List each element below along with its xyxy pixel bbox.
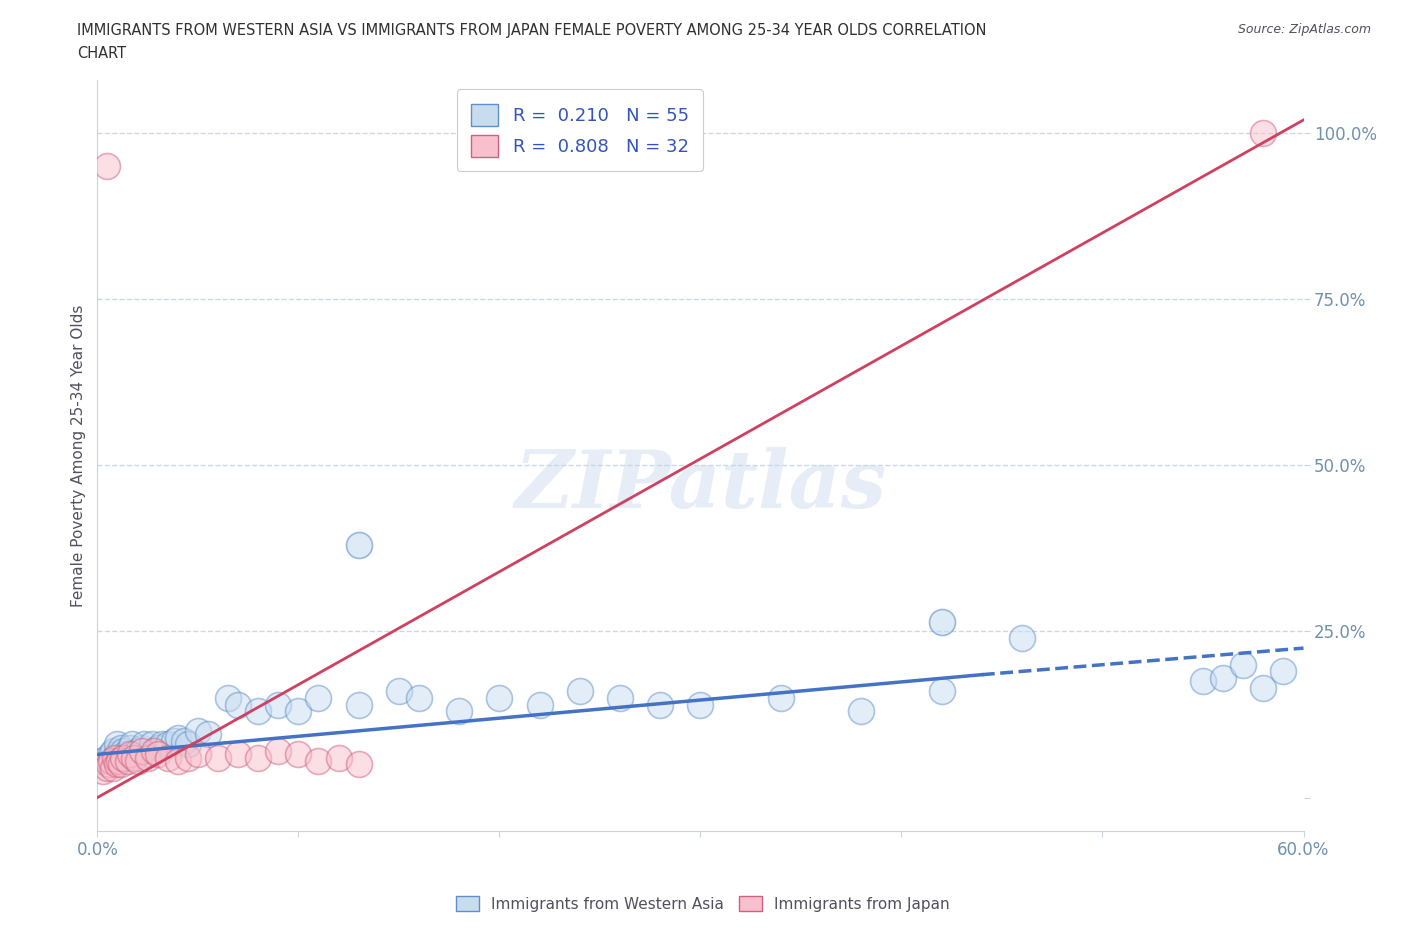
Point (146, 740, 169, 755)
Point (96, 159, 118, 174)
Point (1011, 631, 1033, 645)
Point (131, 740, 153, 755)
Point (1272, 664, 1295, 679)
Point (131, 744, 153, 759)
Point (146, 747, 169, 762)
Point (173, 734, 195, 749)
Point (287, 704, 309, 719)
Point (107, 757, 129, 772)
Point (117, 753, 139, 768)
Point (104, 753, 127, 768)
Point (1253, 126, 1275, 140)
Point (122, 751, 145, 765)
Point (177, 751, 200, 765)
Point (650, 698, 672, 712)
Point (609, 690, 631, 705)
Point (100, 747, 122, 762)
Point (107, 747, 129, 762)
Point (166, 730, 188, 745)
Point (931, 684, 953, 698)
Legend: R =  0.210   N = 55, R =  0.808   N = 32: R = 0.210 N = 55, R = 0.808 N = 32 (457, 89, 703, 171)
Point (769, 690, 792, 705)
Point (347, 698, 370, 712)
Legend: Immigrants from Western Asia, Immigrants from Japan: Immigrants from Western Asia, Immigrants… (450, 889, 956, 918)
Point (136, 751, 159, 765)
Point (1212, 671, 1234, 685)
Point (851, 704, 873, 719)
Point (156, 737, 179, 751)
Point (267, 698, 290, 712)
Point (226, 698, 249, 712)
Point (117, 751, 139, 765)
Point (388, 684, 411, 698)
Point (96, 760, 118, 775)
Point (90, 753, 112, 768)
Point (308, 753, 330, 768)
Point (347, 538, 370, 552)
Point (128, 751, 150, 765)
Point (136, 747, 159, 762)
Text: IMMIGRANTS FROM WESTERN ASIA VS IMMIGRANTS FROM JAPAN FEMALE POVERTY AMONG 25-34: IMMIGRANTS FROM WESTERN ASIA VS IMMIGRAN… (77, 23, 987, 38)
Point (408, 690, 430, 705)
Point (163, 734, 186, 749)
Point (187, 747, 209, 762)
Point (98, 757, 121, 772)
Point (121, 737, 143, 751)
Point (689, 698, 711, 712)
Point (931, 614, 953, 629)
Point (127, 753, 149, 768)
Point (1232, 658, 1254, 672)
Point (110, 740, 132, 755)
Point (108, 753, 131, 768)
Point (287, 747, 309, 762)
Point (197, 727, 219, 742)
Point (110, 757, 132, 772)
Point (156, 751, 179, 765)
Y-axis label: Female Poverty Among 25-34 Year Olds: Female Poverty Among 25-34 Year Olds (72, 304, 86, 606)
Point (488, 690, 510, 705)
Point (118, 740, 141, 755)
Point (104, 751, 127, 765)
Point (150, 737, 173, 751)
Point (103, 744, 125, 759)
Point (93, 764, 115, 778)
Point (112, 744, 135, 759)
Point (132, 737, 155, 751)
Point (226, 747, 249, 762)
Point (308, 690, 330, 705)
Point (112, 751, 135, 765)
Point (141, 737, 163, 751)
Point (127, 744, 149, 759)
Point (142, 744, 165, 759)
Point (207, 751, 229, 765)
Point (187, 724, 209, 738)
Point (247, 704, 270, 719)
Point (328, 751, 350, 765)
Point (107, 737, 129, 751)
Point (96, 751, 118, 765)
Point (103, 760, 125, 775)
Text: Source: ZipAtlas.com: Source: ZipAtlas.com (1237, 23, 1371, 36)
Point (100, 753, 122, 768)
Point (1192, 674, 1215, 689)
Point (217, 690, 239, 705)
Point (118, 747, 141, 762)
Point (108, 751, 131, 765)
Point (166, 753, 188, 768)
Text: ZIPatlas: ZIPatlas (515, 446, 887, 525)
Point (247, 751, 270, 765)
Text: CHART: CHART (77, 46, 127, 61)
Point (177, 737, 200, 751)
Point (449, 704, 471, 719)
Point (122, 747, 145, 762)
Point (529, 698, 551, 712)
Point (347, 757, 370, 772)
Point (568, 684, 591, 698)
Point (267, 744, 290, 759)
Point (114, 747, 136, 762)
Point (1253, 681, 1275, 696)
